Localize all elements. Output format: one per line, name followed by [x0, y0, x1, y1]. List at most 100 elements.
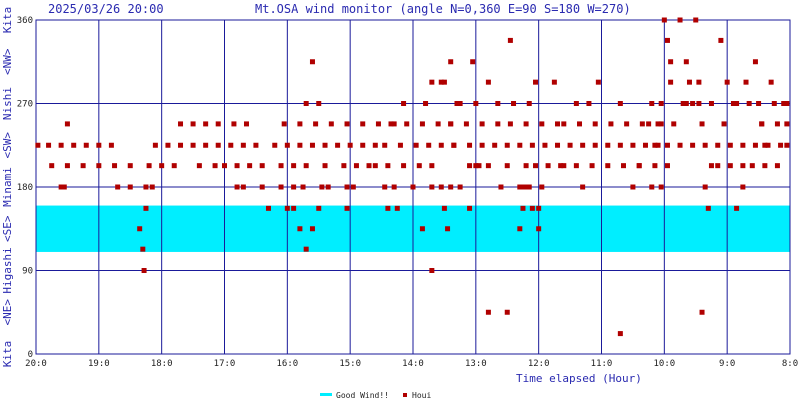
data-point — [520, 205, 526, 211]
x-tick-label: 15:0 — [339, 359, 361, 369]
data-point — [492, 142, 498, 148]
data-point — [385, 163, 391, 169]
data-point — [507, 121, 513, 127]
data-point — [561, 163, 567, 169]
data-point — [344, 205, 350, 211]
data-point — [46, 142, 52, 148]
data-point — [605, 142, 611, 148]
data-point — [696, 79, 702, 85]
x-tick-label: 9:0 — [719, 359, 735, 369]
data-point — [212, 163, 218, 169]
data-point — [664, 142, 670, 148]
data-point — [222, 163, 227, 169]
data-point — [727, 163, 733, 169]
data-point — [240, 184, 246, 190]
data-point — [661, 17, 667, 23]
data-point — [539, 121, 545, 127]
data-point — [341, 163, 347, 169]
data-point — [699, 121, 705, 127]
data-point — [715, 163, 721, 169]
data-point — [476, 163, 482, 169]
data-point — [718, 37, 724, 43]
data-point — [401, 101, 407, 106]
data-point — [309, 226, 315, 232]
data-point — [683, 101, 689, 106]
left-axis-label: Nishi — [1, 87, 14, 120]
data-point — [115, 184, 121, 190]
data-point — [690, 101, 696, 106]
data-point — [80, 163, 86, 169]
data-point — [190, 121, 196, 127]
data-point — [680, 101, 686, 106]
data-point — [388, 121, 394, 127]
data-point — [473, 101, 479, 106]
data-point — [108, 142, 114, 148]
data-point — [438, 184, 444, 190]
data-point — [196, 163, 202, 169]
data-point — [536, 226, 542, 232]
data-point — [215, 142, 221, 148]
y-tick-label: 180 — [17, 183, 33, 193]
x-tick-label: 8:0 — [782, 359, 798, 369]
data-point — [752, 142, 758, 148]
data-point — [646, 121, 652, 127]
data-point — [778, 142, 784, 148]
data-point — [664, 163, 670, 169]
data-point — [765, 142, 771, 148]
data-point — [231, 121, 237, 127]
data-point — [303, 101, 309, 106]
data-point — [127, 184, 133, 190]
data-point — [642, 142, 648, 148]
data-point — [759, 121, 765, 127]
data-point — [671, 121, 677, 127]
data-point — [652, 163, 658, 169]
data-point — [429, 79, 435, 85]
data-point — [316, 205, 322, 211]
data-point — [127, 163, 133, 169]
data-point — [35, 142, 41, 148]
data-point — [375, 121, 381, 127]
data-point — [592, 121, 598, 127]
data-point — [203, 142, 209, 148]
data-point — [265, 205, 271, 211]
data-point — [784, 142, 790, 148]
data-point — [58, 142, 64, 148]
chart-title: Mt.OSA wind monitor (angle N=0,360 E=90 … — [255, 2, 631, 16]
data-point — [561, 121, 567, 127]
data-point — [702, 184, 708, 190]
data-point — [655, 142, 661, 148]
data-point — [423, 101, 429, 106]
data-point — [639, 121, 645, 127]
data-point — [467, 163, 473, 169]
data-point — [112, 163, 118, 169]
left-axis-label: <NE> — [1, 299, 14, 326]
data-point — [727, 142, 733, 148]
data-point — [649, 101, 655, 106]
data-point — [152, 142, 158, 148]
legend-houi-label: Houi — [412, 391, 431, 400]
data-point — [413, 142, 419, 148]
data-point — [533, 163, 539, 169]
data-point — [297, 121, 303, 127]
data-point — [495, 101, 501, 106]
data-point — [203, 121, 209, 127]
x-tick-label: 18:0 — [151, 359, 173, 369]
data-point — [429, 184, 435, 190]
data-point — [479, 142, 485, 148]
data-point — [401, 163, 407, 169]
data-point — [71, 142, 77, 148]
data-point — [708, 101, 714, 106]
legend: Good Wind!! Houi — [320, 391, 431, 400]
timestamp: 2025/03/26 20:00 — [48, 2, 164, 16]
data-point — [416, 163, 422, 169]
data-point — [485, 79, 491, 85]
data-point — [278, 184, 284, 190]
data-point — [454, 101, 460, 106]
data-point — [243, 121, 249, 127]
y-tick-labels: 0 90 180 270 360 — [17, 16, 33, 360]
data-point — [391, 121, 397, 127]
data-point — [419, 226, 425, 232]
data-point — [259, 184, 265, 190]
data-point — [595, 79, 601, 85]
data-point — [740, 184, 746, 190]
